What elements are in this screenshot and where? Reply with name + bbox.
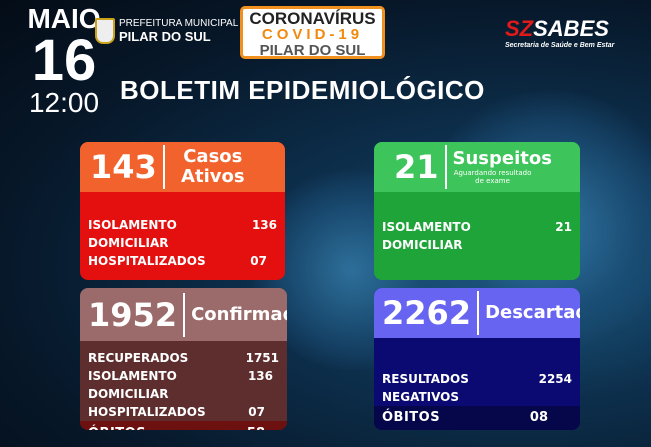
day: 16 <box>31 28 97 93</box>
banner-line2: COVID-19 <box>261 26 364 43</box>
covid-banner: CORONAVÍRUS COVID-19 PILAR DO SUL <box>240 6 385 59</box>
text-value: RECUPERADOS <box>88 351 189 365</box>
confirmados-row: RECUPERADOS 1751 <box>80 349 287 367</box>
obitos-value: 58 <box>247 421 279 430</box>
ativos-row: ISOLAMENTO DOMICILIAR 136 <box>80 216 285 252</box>
card-confirmados: 1952 Confirmados RECUPERADOS 1751 ISOLAME… <box>80 288 287 430</box>
sabes-text: SABES <box>533 16 609 41</box>
obitos-negativos-row: ÓBITOS NEGATIVOS 08 <box>374 406 580 430</box>
banner-line1: CORONAVÍRUS <box>249 9 376 28</box>
ativos-label1: Casos <box>183 146 243 167</box>
suspeitos-label: Suspeitos <box>452 148 552 169</box>
confirmados-row: ISOLAMENTO DOMICILIAR 136 <box>80 367 287 403</box>
suspeitos-value: 21 <box>394 145 447 189</box>
text-value: 136 <box>247 369 273 383</box>
ativos-label2: Ativos <box>181 166 245 187</box>
month: MAIO <box>27 3 101 34</box>
obitos-negativos-label: ÓBITOS NEGATIVOS <box>382 410 441 425</box>
banner-line3: PILAR DO SUL <box>259 42 366 59</box>
text-value: ISOLAMENTO DOMICILIAR <box>88 369 177 401</box>
text-value: HOSPITALIZADOS <box>88 405 206 419</box>
page-title: BOLETIM EPIDEMIOLÓGICO <box>120 75 485 105</box>
text-value: 2254 <box>538 372 572 386</box>
confirmados-value: 1952 <box>88 292 186 337</box>
suspeitos-sub: Aguardando resultado de exame <box>453 169 532 185</box>
prefeitura-logo: PREFEITURA MUNICIPAL PILAR DO SUL <box>95 18 238 44</box>
text-value: RESULTADOS NEGATIVOS <box>382 372 469 404</box>
text-value: 07 <box>248 405 265 419</box>
card-casos-ativos: 143 Casos Ativos ISOLAMENTO DOMICILIAR 136… <box>80 142 285 280</box>
text-value: ISOLAMENTO DOMICILIAR <box>88 218 177 250</box>
obitos-negativos-value: 08 <box>529 410 548 425</box>
prefeitura-line1: PREFEITURA MUNICIPAL <box>119 18 239 29</box>
ativos-row: HOSPITALIZADOS 07 <box>80 252 285 270</box>
ativos-value: 143 <box>90 145 165 189</box>
descartados-label: Descartados <box>485 302 580 323</box>
text-value: HOSPITALIZADOS <box>88 254 206 268</box>
suspeitos-row: ISOLAMENTO DOMICILIAR 21 <box>374 218 580 254</box>
time: 12:00 <box>28 87 100 118</box>
prefeitura-line2: PILAR DO SUL <box>119 29 211 44</box>
obitos-row: ÓBITOS 58 <box>80 421 287 430</box>
text-value: 07 <box>250 254 267 268</box>
text-value: 21 <box>555 220 572 234</box>
text-value: 136 <box>251 218 277 232</box>
confirmados-row: HOSPITALIZADOS 07 <box>80 403 287 421</box>
text-value: ISOLAMENTO DOMICILIAR <box>382 220 471 252</box>
sabes-subtitle: Secretaria de Saúde e Bem Estar <box>505 42 615 49</box>
text-value: 1751 <box>245 351 279 365</box>
card-descartados: 2262 Descartados RESULTADOS NEGATIVOS 225… <box>374 288 580 430</box>
confirmados-label: Confirmados <box>191 303 287 325</box>
descartados-value: 2262 <box>382 291 480 335</box>
obitos-label: ÓBITOS <box>88 421 146 430</box>
descartados-row: RESULTADOS NEGATIVOS 2254 <box>374 370 580 406</box>
card-suspeitos: 21 Suspeitos Aguardando resultado de exa… <box>374 142 580 280</box>
sabes-logo: SZSABES Secretaria de Saúde e Bem Estar <box>505 16 615 49</box>
crest-icon <box>95 18 115 44</box>
date-block: MAIO 16 12:00 <box>14 4 114 118</box>
